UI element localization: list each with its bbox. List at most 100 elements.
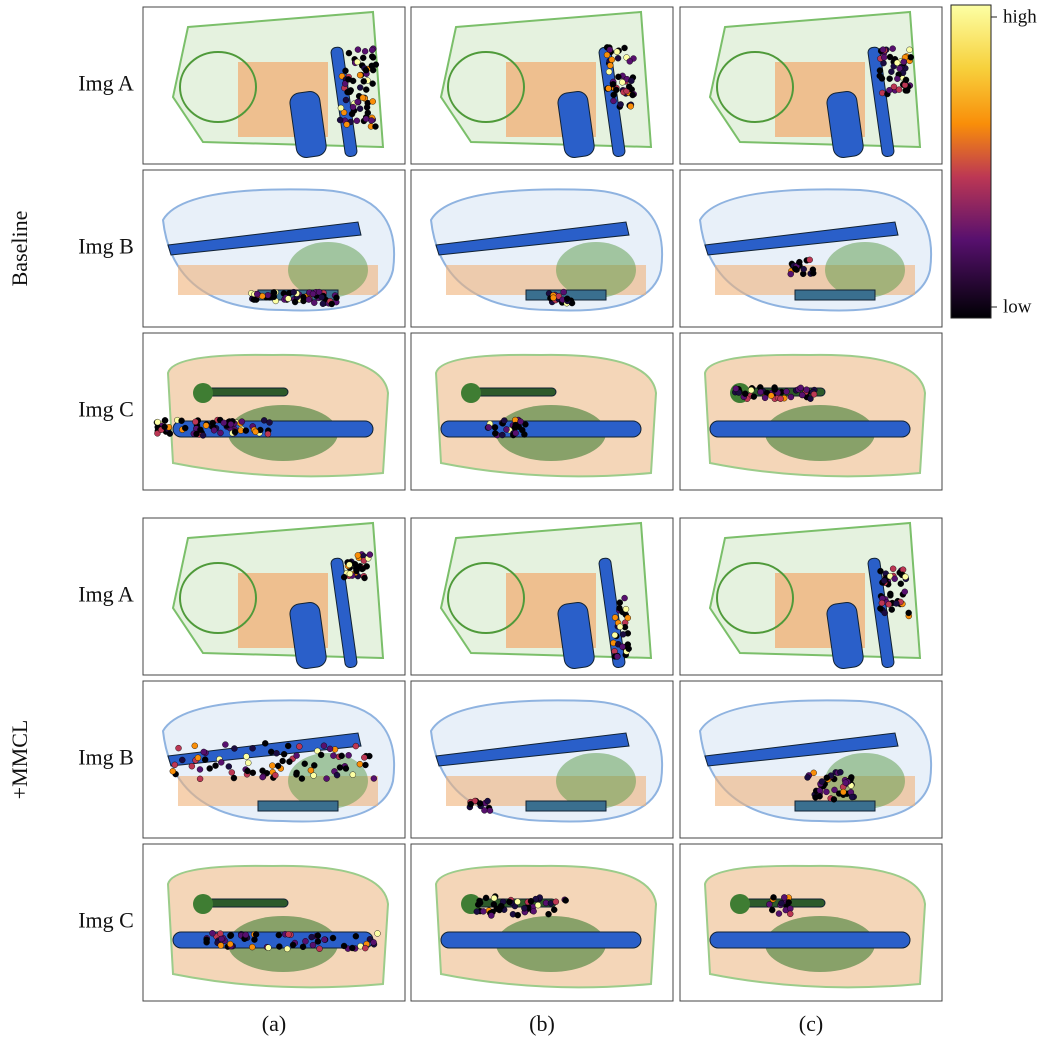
heat-point — [309, 934, 315, 940]
image-panel — [680, 333, 942, 490]
image-panel — [143, 681, 405, 838]
heat-point — [877, 568, 883, 574]
heat-point — [371, 775, 377, 781]
heat-point — [563, 897, 569, 903]
image-panel — [411, 518, 673, 675]
heat-point — [243, 428, 249, 434]
heat-point — [496, 907, 502, 913]
heat-point — [346, 50, 352, 56]
heat-point — [363, 67, 369, 73]
heat-point — [615, 74, 621, 80]
heat-point — [623, 606, 629, 612]
image-panel — [411, 681, 673, 838]
heat-point — [901, 59, 907, 65]
heat-point — [819, 778, 825, 784]
heat-point — [367, 552, 373, 558]
heat-point — [903, 77, 909, 83]
heat-point — [370, 98, 376, 104]
heat-point — [776, 911, 782, 917]
heat-point — [320, 301, 326, 307]
heat-point — [902, 589, 908, 595]
heat-point — [886, 601, 892, 607]
heat-point — [170, 768, 176, 774]
heat-point — [302, 938, 308, 944]
column-label: (b) — [529, 1011, 555, 1036]
image-panel — [411, 844, 673, 1001]
heat-point — [363, 87, 369, 93]
heat-point — [781, 894, 787, 900]
heat-point — [882, 610, 888, 616]
heat-point — [630, 92, 636, 98]
heat-point — [778, 396, 784, 402]
heat-point — [213, 763, 219, 769]
heat-point — [553, 899, 559, 905]
object — [795, 801, 875, 811]
heat-point — [254, 291, 260, 297]
heat-point — [486, 424, 492, 430]
heat-point — [892, 576, 898, 582]
heat-point — [322, 937, 328, 943]
heat-point — [202, 757, 208, 763]
heat-point — [492, 424, 498, 430]
heat-point — [513, 422, 519, 428]
heat-point — [362, 762, 368, 768]
colorbar: high low — [951, 5, 1037, 318]
heat-point — [614, 49, 620, 55]
heat-point — [622, 45, 628, 51]
heat-point — [162, 424, 168, 430]
heat-point — [796, 259, 802, 265]
heat-point — [902, 574, 908, 580]
heat-point — [521, 431, 527, 437]
heat-point — [564, 296, 570, 302]
heat-point — [513, 430, 519, 436]
object — [461, 383, 481, 403]
image-panel — [680, 681, 942, 838]
heat-point — [353, 743, 359, 749]
heat-point — [627, 58, 633, 64]
image-panel — [143, 844, 405, 1001]
image-panel — [680, 7, 942, 164]
heat-point — [804, 387, 810, 393]
heat-point — [908, 54, 914, 60]
heat-point — [197, 776, 203, 782]
heat-point — [771, 894, 777, 900]
heat-point — [299, 776, 305, 782]
heat-point — [607, 47, 613, 53]
heat-point — [228, 932, 234, 938]
heat-point — [894, 60, 900, 66]
heat-point — [748, 387, 754, 393]
object — [710, 932, 910, 948]
heat-point — [881, 578, 887, 584]
heat-point — [352, 561, 358, 567]
heat-point — [766, 901, 772, 907]
heat-point — [849, 794, 855, 800]
heat-point — [474, 909, 480, 915]
heat-point — [363, 116, 369, 122]
heat-point — [792, 266, 798, 272]
heat-point — [179, 757, 185, 763]
heat-point — [477, 800, 483, 806]
object — [441, 932, 641, 948]
heat-point — [272, 772, 278, 778]
heat-point — [515, 899, 521, 905]
object — [441, 421, 641, 437]
heat-point — [546, 911, 552, 917]
heat-point — [491, 895, 497, 901]
heat-point — [355, 99, 361, 105]
heat-point — [880, 47, 886, 53]
heat-point — [805, 774, 811, 780]
heat-point — [207, 765, 213, 771]
heat-point — [260, 774, 266, 780]
heat-point — [817, 793, 823, 799]
heat-point — [628, 78, 634, 84]
image-panel — [143, 518, 405, 675]
heat-point — [609, 57, 615, 63]
heat-point — [360, 55, 366, 61]
heat-point — [280, 758, 286, 764]
heat-point — [201, 749, 207, 755]
heat-point — [798, 385, 804, 391]
heat-point — [339, 753, 345, 759]
image-panel — [680, 170, 942, 327]
heat-point — [823, 789, 829, 795]
heat-point — [284, 946, 290, 952]
